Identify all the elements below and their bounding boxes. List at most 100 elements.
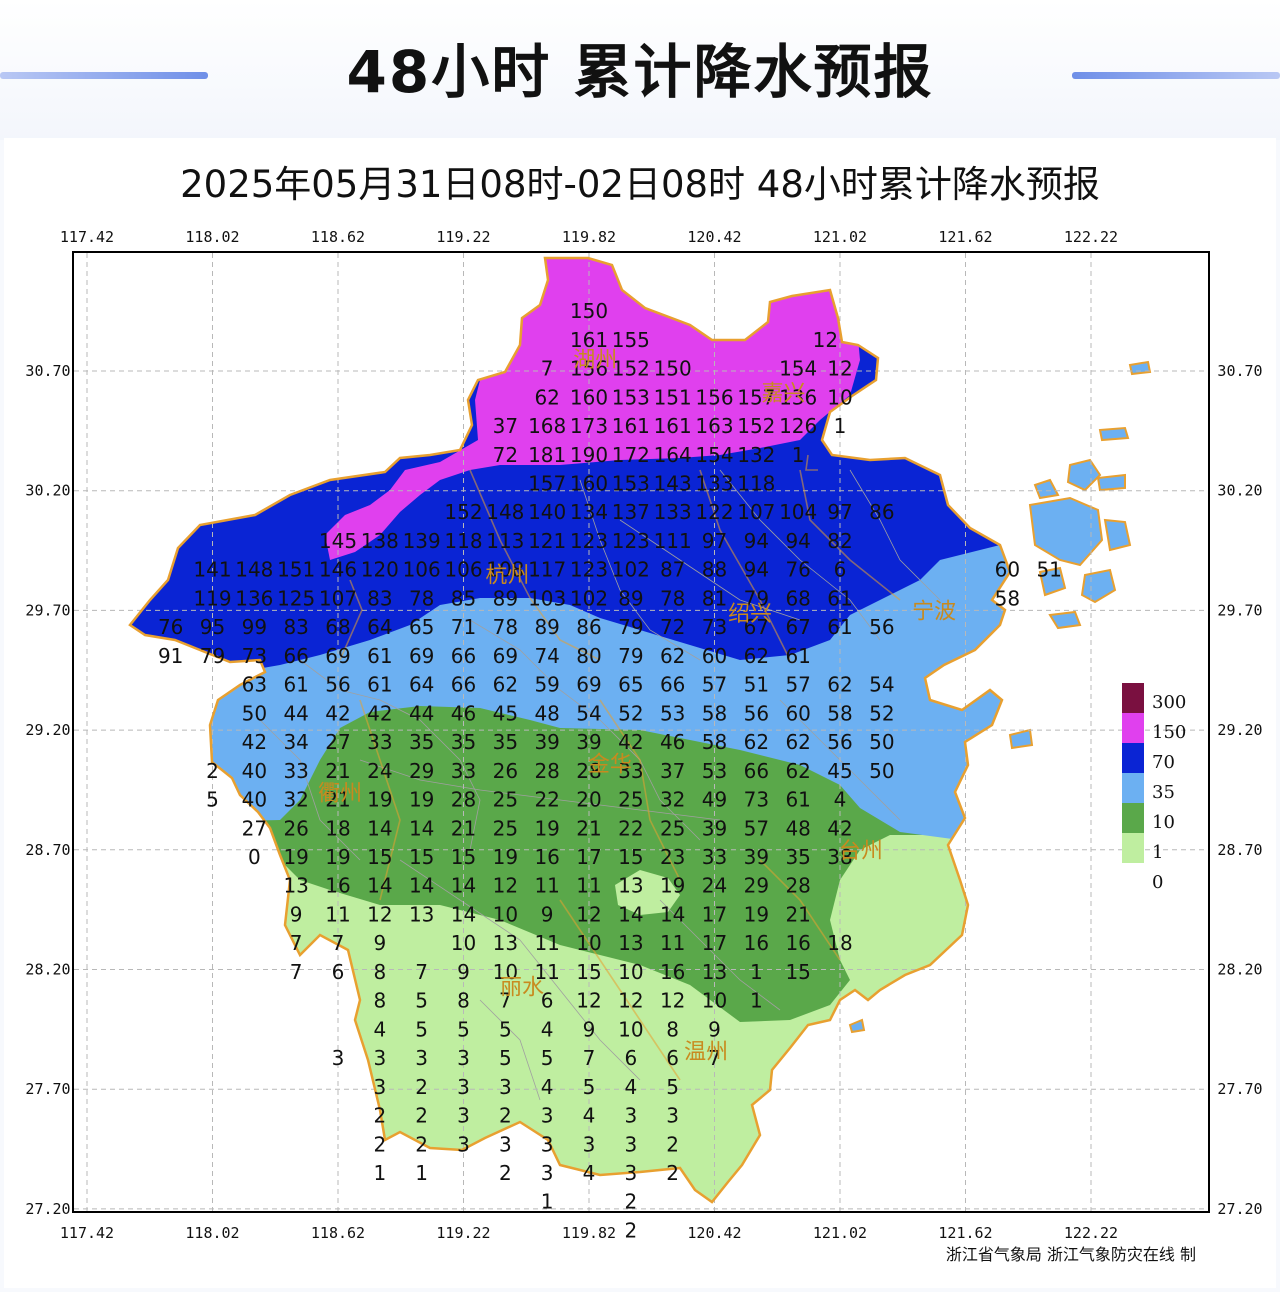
value-label: 32 — [283, 788, 308, 812]
lon-tick-top-1: 118.02 — [185, 228, 239, 246]
value-label: 24 — [367, 759, 392, 783]
value-label: 1 — [750, 960, 763, 984]
legend-swatch-5 — [1122, 833, 1144, 863]
value-label: 126 — [779, 414, 817, 438]
value-label: 2 — [624, 1190, 637, 1214]
value-label: 19 — [534, 816, 559, 840]
value-label: 89 — [493, 586, 518, 610]
value-label: 10 — [493, 960, 518, 984]
value-label: 125 — [277, 586, 315, 610]
value-label: 2 — [666, 1132, 679, 1156]
value-label: 151 — [277, 558, 315, 582]
lon-tick-top-7: 121.62 — [938, 228, 992, 246]
value-label: 2 — [415, 1104, 428, 1128]
value-label: 3 — [624, 1132, 637, 1156]
lon-tick-bottom-0: 117.42 — [60, 1224, 114, 1242]
value-label: 39 — [744, 845, 769, 869]
value-label: 5 — [457, 1017, 470, 1041]
value-label: 78 — [409, 586, 434, 610]
value-label: 164 — [654, 443, 692, 467]
value-label: 61 — [785, 644, 810, 668]
value-label: 13 — [283, 874, 308, 898]
city-boundary-6 — [559, 899, 681, 1081]
value-label: 94 — [744, 558, 769, 582]
value-label: 42 — [325, 701, 350, 725]
value-label: 106 — [444, 558, 482, 582]
value-label: 40 — [242, 759, 267, 783]
value-label: 146 — [319, 558, 357, 582]
value-label: 3 — [499, 1075, 512, 1099]
city-boundary-8 — [805, 454, 818, 471]
legend-label-3: 35 — [1152, 782, 1175, 803]
value-label: 62 — [744, 644, 769, 668]
value-label: 2 — [624, 1218, 637, 1242]
city-label-8: 丽水 — [500, 975, 544, 1000]
lat-tick-left-1: 30.20 — [25, 482, 70, 500]
value-label: 5 — [499, 1046, 512, 1070]
value-label: 53 — [660, 701, 685, 725]
value-label: 13 — [618, 874, 643, 898]
value-label: 25 — [660, 816, 685, 840]
value-label: 11 — [534, 960, 559, 984]
value-label: 7 — [290, 960, 303, 984]
value-label: 8 — [373, 989, 386, 1013]
value-label: 39 — [576, 730, 601, 754]
value-label: 107 — [319, 586, 357, 610]
value-label: 3 — [373, 1075, 386, 1099]
value-label: 63 — [242, 673, 267, 697]
value-label: 15 — [618, 845, 643, 869]
value-label: 23 — [660, 845, 685, 869]
value-label: 113 — [486, 529, 524, 553]
value-label: 80 — [576, 644, 601, 668]
value-label: 14 — [451, 902, 476, 926]
value-label: 62 — [660, 644, 685, 668]
value-label: 3 — [541, 1132, 554, 1156]
value-label: 91 — [158, 644, 183, 668]
value-label: 7 — [290, 931, 303, 955]
value-label: 86 — [869, 500, 894, 524]
value-label: 58 — [827, 701, 852, 725]
value-label: 62 — [827, 673, 852, 697]
value-label: 152 — [444, 500, 482, 524]
value-label: 29 — [744, 874, 769, 898]
value-label: 6 — [332, 960, 345, 984]
value-label: 76 — [158, 615, 183, 639]
value-label: 17 — [576, 845, 601, 869]
value-label: 132 — [737, 443, 775, 467]
value-label: 97 — [827, 500, 852, 524]
lat-tick-left-7: 27.20 — [25, 1200, 70, 1218]
legend-label-2: 70 — [1152, 752, 1175, 773]
value-label: 3 — [457, 1132, 470, 1156]
value-label: 62 — [744, 730, 769, 754]
city-label-9: 温州 — [684, 1040, 728, 1065]
value-label: 94 — [785, 529, 810, 553]
value-label: 60 — [702, 644, 727, 668]
value-label: 122 — [695, 500, 733, 524]
value-label: 173 — [570, 414, 608, 438]
value-label: 10 — [618, 960, 643, 984]
lon-tick-top-3: 119.22 — [436, 228, 490, 246]
lon-tick-top-6: 121.02 — [813, 228, 867, 246]
value-label: 2 — [206, 759, 219, 783]
value-label: 61 — [367, 673, 392, 697]
value-label: 3 — [583, 1132, 596, 1156]
legend-label-1: 150 — [1152, 722, 1186, 743]
value-label: 11 — [576, 874, 601, 898]
value-label: 66 — [283, 644, 308, 668]
island-4 — [1080, 568, 1117, 604]
value-label: 17 — [702, 902, 727, 926]
value-label: 2 — [499, 1161, 512, 1185]
value-label: 21 — [785, 902, 810, 926]
value-label: 5 — [415, 1017, 428, 1041]
lon-tick-bottom-4: 119.82 — [562, 1224, 616, 1242]
value-label: 12 — [576, 902, 601, 926]
city-boundary-3 — [799, 469, 901, 601]
value-label: 35 — [493, 730, 518, 754]
value-label: 54 — [576, 701, 601, 725]
value-label: 58 — [995, 586, 1020, 610]
value-label: 61 — [827, 615, 852, 639]
value-label: 14 — [660, 902, 685, 926]
lat-tick-left-3: 29.20 — [25, 721, 70, 739]
value-label: 45 — [493, 701, 518, 725]
